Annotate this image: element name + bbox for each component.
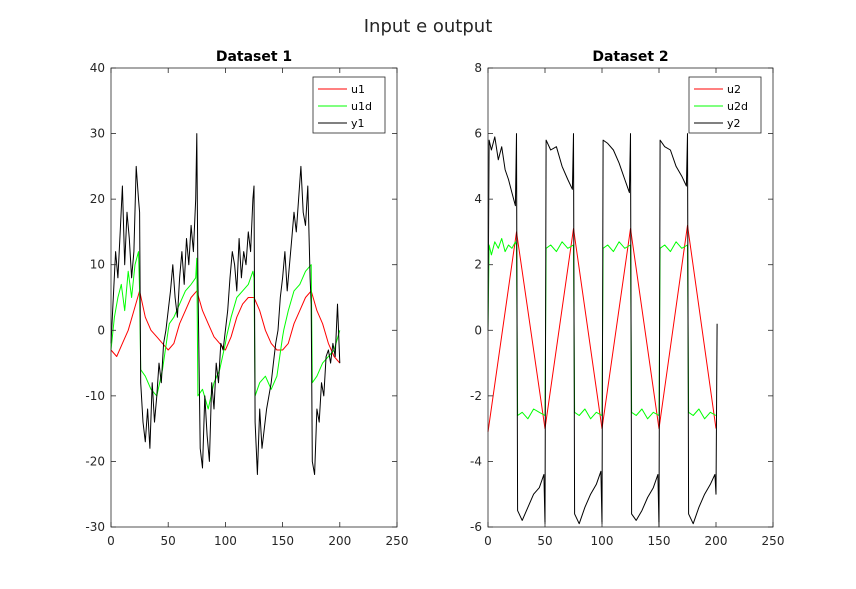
legend: u1 u1d y1 xyxy=(312,76,386,134)
x-tick-label: 0 xyxy=(484,534,492,548)
y-tick-label: 8 xyxy=(474,61,482,75)
series-line-u1 xyxy=(110,290,341,364)
axes-title: Dataset 2 xyxy=(592,49,668,65)
x-tick-label: 200 xyxy=(328,534,351,548)
y-tick-label: 2 xyxy=(474,258,482,272)
y-tick-label: -20 xyxy=(85,454,105,468)
y-tick-label: 40 xyxy=(90,61,105,75)
y-tick-label: 4 xyxy=(474,192,482,206)
legend-label-y2: y2 xyxy=(727,117,741,130)
x-tick-label: 150 xyxy=(271,534,294,548)
y-tick-label: -2 xyxy=(470,389,482,403)
series-line-u2d xyxy=(487,238,717,420)
y-tick-label: 20 xyxy=(90,192,105,206)
x-tick-label: 150 xyxy=(648,534,671,548)
x-tick-label: 50 xyxy=(161,534,176,548)
y-tick-label: 6 xyxy=(474,127,482,141)
x-tick-label: 50 xyxy=(537,534,552,548)
x-tick-label: 100 xyxy=(214,534,237,548)
legend-label-y1: y1 xyxy=(351,117,365,130)
axes-box xyxy=(487,67,774,528)
x-tick-label: 250 xyxy=(762,534,785,548)
y-tick-label: -10 xyxy=(85,389,105,403)
legend-label-u1: u1 xyxy=(351,83,365,96)
x-tick-label: 100 xyxy=(591,534,614,548)
axes-dataset-2: 0 50 100 150 200 250 -6 -4 -2 0 2 4 6 8 Dataset 2 u2 u2d… xyxy=(470,49,784,548)
axes-title: Dataset 1 xyxy=(216,49,292,65)
legend: u2 u2d y2 xyxy=(688,76,762,134)
legend-box xyxy=(688,76,762,134)
x-tick-label: 0 xyxy=(107,534,115,548)
legend-label-u1d: u1d xyxy=(351,100,372,113)
series-line-u1d xyxy=(110,251,341,410)
axes-dataset-1: 0 50 100 150 200 250 -30 -20 -10 0 10 20 30 40 Dataset… xyxy=(85,49,408,548)
legend-label-u2d: u2d xyxy=(727,100,748,113)
y-tick-label: 30 xyxy=(90,127,105,141)
legend-label-u2: u2 xyxy=(727,83,741,96)
series-line-y2 xyxy=(487,133,718,528)
series-line-y1 xyxy=(110,133,341,475)
figure-title: Input e output xyxy=(364,16,493,37)
y-tick-label: -4 xyxy=(470,454,482,468)
y-tick-label: 0 xyxy=(474,323,482,337)
x-tick-label: 250 xyxy=(386,534,409,548)
legend-box xyxy=(312,76,386,134)
x-tick-label: 200 xyxy=(705,534,728,548)
y-tick-label: -30 xyxy=(85,520,105,534)
axes-box xyxy=(110,67,398,528)
y-tick-label: 0 xyxy=(97,323,105,337)
y-tick-label: -6 xyxy=(470,520,482,534)
y-tick-label: 10 xyxy=(90,258,105,272)
